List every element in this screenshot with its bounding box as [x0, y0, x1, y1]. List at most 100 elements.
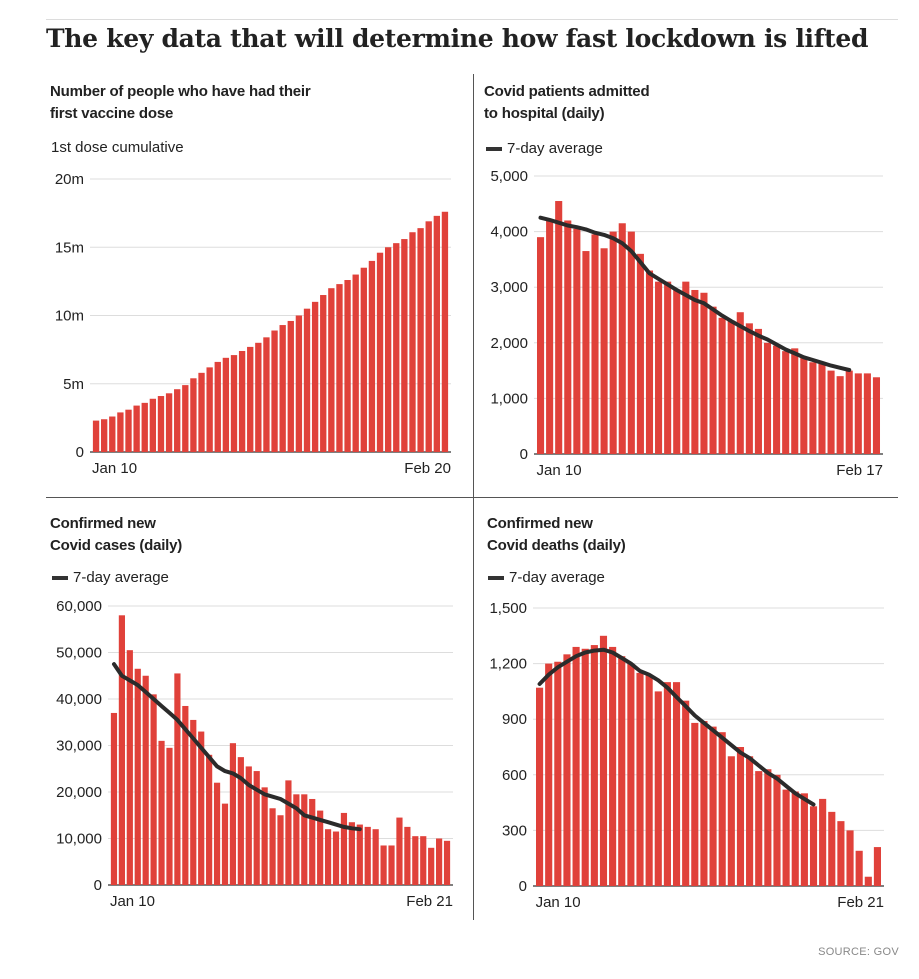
bar	[764, 769, 772, 886]
bar	[828, 811, 836, 886]
bar	[348, 822, 355, 885]
bar	[599, 635, 608, 886]
bar	[214, 361, 221, 452]
hospital-chart: 0 1,000 2,000 3,000 4,000 5,000 Jan 10 Feb 17	[490, 168, 883, 479]
bar	[247, 346, 254, 452]
bar	[554, 661, 562, 886]
bar	[609, 646, 617, 886]
bar	[736, 747, 745, 886]
bar	[396, 817, 403, 885]
y-tick-label: 900	[502, 711, 527, 728]
bar	[157, 396, 165, 452]
legend-label: 1st dose cumulative	[51, 139, 184, 156]
bar	[655, 281, 663, 454]
bar	[356, 824, 363, 885]
bar	[165, 393, 173, 452]
legend-line-swatch	[52, 575, 68, 580]
bar	[536, 687, 544, 886]
y-tick-label: 10m	[55, 308, 84, 325]
legend-label: 7-day average	[507, 140, 603, 157]
bar	[819, 798, 827, 886]
bar	[412, 836, 419, 885]
bar	[709, 726, 717, 886]
top-divider	[46, 19, 898, 20]
bar	[213, 782, 221, 885]
y-tick-label: 50,000	[56, 645, 102, 662]
bar	[746, 756, 754, 886]
x-start-label: Jan 10	[537, 462, 582, 479]
bar	[420, 836, 427, 885]
bar	[320, 295, 327, 452]
bar	[782, 351, 790, 454]
x-end-label: Feb 20	[404, 460, 451, 477]
bar	[409, 232, 416, 452]
bar	[727, 756, 735, 886]
bar	[800, 793, 808, 886]
average-line	[537, 647, 816, 807]
bar	[340, 812, 348, 885]
bar	[443, 840, 451, 885]
bar	[718, 732, 726, 886]
bar	[663, 682, 671, 886]
y-tick-label: 300	[502, 822, 527, 839]
bar	[279, 325, 286, 452]
bar	[332, 831, 340, 885]
y-tick-label: 20m	[55, 171, 84, 188]
bar	[293, 794, 300, 885]
bar	[564, 220, 572, 454]
bar	[255, 342, 262, 452]
bar	[664, 281, 672, 454]
vaccine-chart: 0 5m 10m 15m 20m Jan 10 Feb 20	[55, 171, 451, 477]
bar	[324, 829, 332, 885]
bar	[618, 656, 626, 886]
bar	[141, 402, 148, 452]
cases-chart: 0 10,000 20,000 30,000 40,000 50,000 60,000 Jan…	[56, 598, 453, 910]
bar	[417, 228, 424, 452]
bar	[198, 731, 205, 885]
hospital-chart-title: Covid patients admitted to hospital (dai…	[484, 83, 650, 122]
y-tick-label: 30,000	[56, 738, 102, 755]
bar	[627, 231, 635, 454]
bar	[372, 829, 379, 885]
bar	[863, 373, 871, 454]
bar	[654, 691, 662, 886]
bar	[117, 412, 124, 452]
bar	[763, 342, 772, 454]
bar	[855, 850, 863, 886]
bar	[755, 771, 763, 886]
bar	[269, 808, 276, 885]
bar	[245, 766, 252, 885]
bar	[436, 838, 443, 885]
cases-chart-legend: 7-day average	[52, 569, 169, 586]
bar	[425, 221, 432, 452]
bar	[864, 876, 872, 886]
bar	[636, 253, 644, 454]
cases-chart-title: Confirmed new Covid cases (daily)	[50, 515, 183, 554]
bar	[206, 754, 213, 885]
bar	[317, 810, 324, 885]
bar	[174, 673, 181, 885]
bar	[380, 845, 387, 885]
legend-label: 7-day average	[509, 569, 605, 586]
legend-line-swatch	[488, 575, 504, 580]
bar	[736, 312, 744, 454]
y-tick-label: 5m	[63, 376, 84, 393]
bar	[682, 281, 690, 454]
bar	[149, 398, 157, 452]
bar	[404, 826, 411, 885]
bar	[536, 237, 545, 454]
bar	[118, 615, 125, 885]
vaccine-chart-legend: 1st dose cumulative	[51, 139, 184, 156]
bar	[590, 645, 598, 886]
bar	[253, 771, 260, 885]
hospital-chart-legend: 7-day average	[486, 140, 603, 157]
bar	[376, 252, 384, 452]
bar	[336, 284, 343, 452]
bar	[745, 323, 753, 454]
bar	[311, 301, 319, 452]
bar	[277, 815, 284, 885]
bar	[836, 376, 844, 454]
bar	[636, 672, 644, 886]
deaths-chart: 0 300 600 900 1,200 1,500 Jan 10 Feb 21	[489, 600, 884, 911]
bar	[846, 830, 854, 886]
